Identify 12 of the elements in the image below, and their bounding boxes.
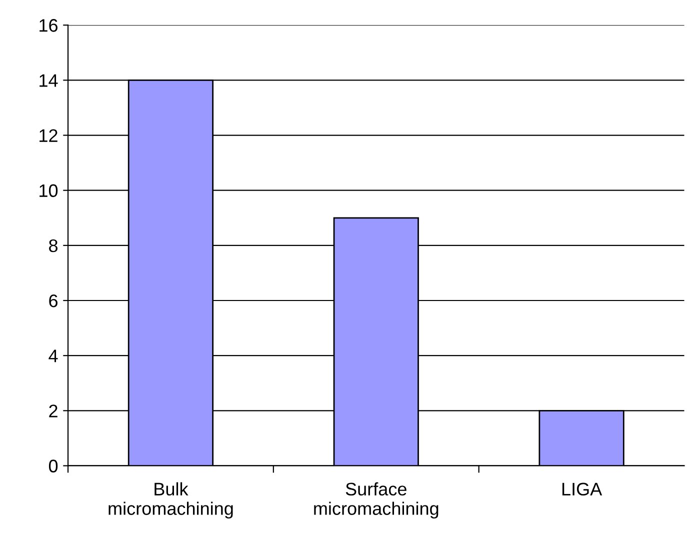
y-tick-label: 0 [48,460,58,472]
y-tick-label: 16 [40,19,58,32]
y-tick-label: 2 [49,404,58,418]
y-tick-label: 8 [49,239,58,252]
x-tick-label: LIGA [562,482,602,496]
x-tick-label: Bulk micromachining [108,482,233,519]
y-tick-label: 14 [40,74,58,87]
y-tick-label: 12 [40,129,58,142]
y-tick-label: 6 [49,294,58,308]
x-tick-label: Surface micromachining [314,482,438,519]
y-tick-label: 4 [48,350,58,362]
y-tick-label: 10 [40,184,58,198]
